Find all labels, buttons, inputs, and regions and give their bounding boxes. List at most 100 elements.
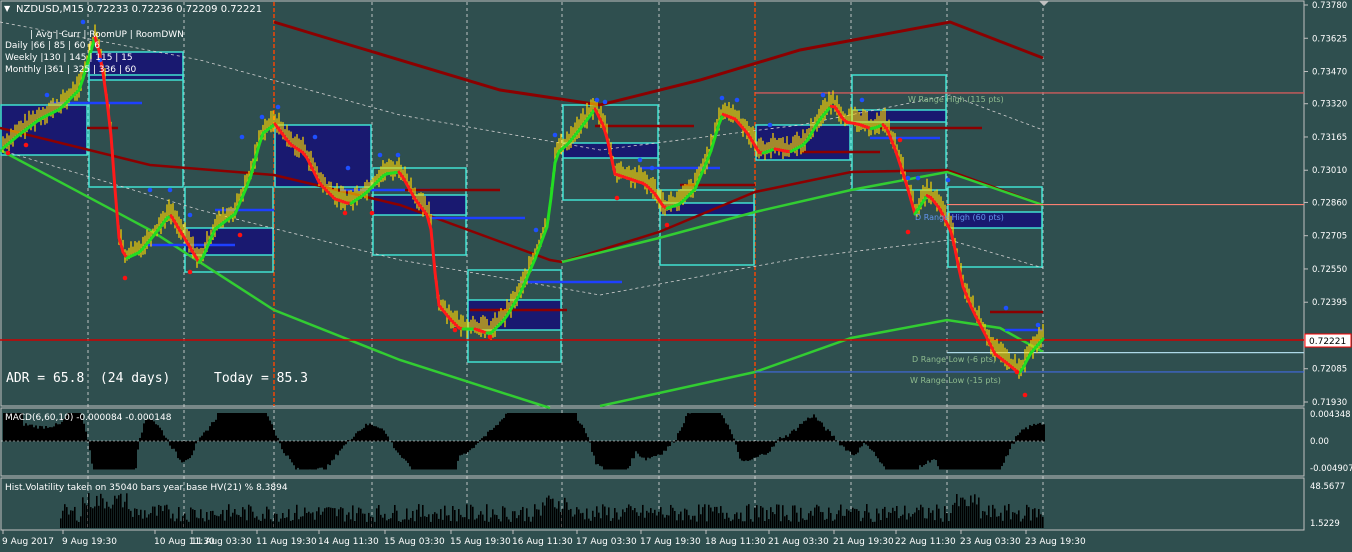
macd-bar [689, 413, 691, 442]
macd-bar [51, 427, 53, 442]
time-tick-label: 17 Aug 03:30 [576, 537, 637, 547]
macd-bar [187, 441, 189, 460]
macd-bar [741, 441, 743, 461]
trend-line [529, 257, 537, 270]
volatility-bar [800, 507, 802, 528]
macd-bar [989, 441, 991, 470]
macd-bar [263, 413, 265, 442]
time-tick-label: 10 Aug 11:30 [154, 537, 215, 547]
fractal-up [734, 97, 740, 103]
macd-bar [273, 429, 275, 442]
macd-bar [45, 426, 47, 442]
macd-bar [941, 441, 943, 470]
macd-bar [295, 441, 297, 470]
macd-bar [555, 413, 557, 442]
macd-bar [811, 417, 813, 442]
volatility-bar [664, 517, 666, 528]
envelope-line [0, 21, 1044, 151]
trend-line [885, 127, 893, 141]
macd-bar [101, 441, 103, 470]
macd-bar [763, 441, 765, 455]
volatility-bar [812, 515, 814, 528]
volatility-bar [642, 504, 644, 528]
trend-line [525, 266, 533, 280]
volatility-bar [822, 512, 824, 528]
volatility-bar [114, 495, 116, 528]
volatility-bar [314, 519, 316, 528]
macd-bar [155, 424, 157, 442]
volatility-bar [540, 515, 542, 528]
volatility-bar [510, 521, 512, 528]
macd-bar [113, 441, 115, 470]
volatility-bar [890, 512, 892, 528]
time-tick-label: 21 Aug 03:30 [768, 537, 829, 547]
macd-bar [805, 420, 807, 442]
macd-bar [125, 441, 127, 470]
volatility-bar [158, 504, 160, 528]
volatility-bar [656, 515, 658, 528]
volatility-bar [388, 519, 390, 528]
volatility-bar [844, 515, 846, 528]
macd-bar [1037, 423, 1039, 442]
macd-bar [291, 441, 293, 463]
macd-bar [235, 413, 237, 442]
volatility-bar [342, 508, 344, 528]
volatility-bar [948, 521, 950, 528]
macd-bar [639, 441, 641, 457]
macd-bar [779, 437, 781, 442]
volatility-bar [372, 517, 374, 528]
chart-menu-icon[interactable]: ▼ [4, 4, 11, 13]
macd-bar [1009, 441, 1011, 450]
volatility-bar [926, 518, 928, 528]
macd-bar [821, 422, 823, 442]
macd-bar [413, 441, 415, 470]
macd-bar [713, 413, 715, 442]
trend-line [517, 285, 525, 298]
chart-shift-marker[interactable] [1039, 1, 1049, 6]
volatility-bar [792, 505, 794, 528]
macd-bar [149, 419, 151, 442]
macd-bar [629, 441, 631, 466]
volatility-bar [758, 517, 760, 528]
macd-bar [373, 426, 375, 442]
macd-bar [1031, 425, 1033, 442]
main-price-panel[interactable] [0, 0, 1305, 407]
macd-bar [243, 413, 245, 442]
macd-bar [991, 441, 993, 470]
volatility-bar [794, 505, 796, 528]
range-box [851, 74, 947, 191]
volatility-bar [896, 506, 898, 528]
volatility-bar [552, 498, 554, 528]
macd-bar [439, 441, 441, 470]
macd-bar [183, 441, 185, 462]
volatility-bar [598, 512, 600, 528]
volatility-bar [398, 521, 400, 528]
time-tick-label: 15 Aug 03:30 [384, 537, 445, 547]
volatility-bar [142, 518, 144, 528]
volatility-bar [898, 518, 900, 528]
volatility-bar [500, 521, 502, 528]
macd-bar [561, 413, 563, 442]
macd-bar [723, 418, 725, 442]
volatility-bar [1038, 509, 1040, 528]
macd-bar [165, 437, 167, 442]
volatility-bar [1022, 518, 1024, 528]
macd-bar [15, 413, 17, 442]
price-tick-label: 0.73165 [1312, 133, 1347, 143]
volatility-bar [186, 519, 188, 528]
macd-bar [661, 441, 663, 455]
trend-line [521, 276, 529, 289]
macd-bar [563, 413, 565, 442]
macd-bar [861, 441, 863, 447]
macd-bar [385, 433, 387, 442]
volatility-bar [974, 494, 976, 528]
volatility-bar [846, 509, 848, 528]
volatility-bar [516, 518, 518, 528]
macd-bar [797, 427, 799, 442]
volatility-bar [432, 514, 434, 528]
fractal-down [122, 275, 128, 281]
volatility-bar [130, 510, 132, 528]
macd-bar [193, 441, 195, 451]
volatility-bar [390, 518, 392, 528]
time-tick-label: 14 Aug 11:30 [318, 537, 379, 547]
